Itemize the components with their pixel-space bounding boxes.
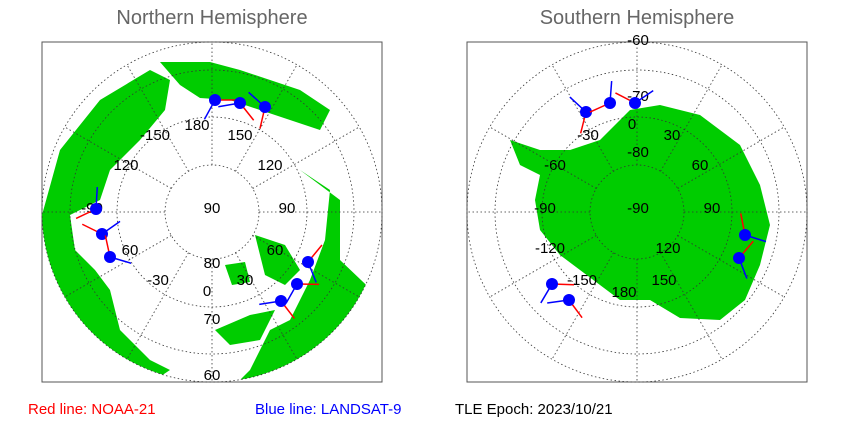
red-legend: Red line: NOAA-21 [28, 401, 156, 418]
graticule-label: 120 [655, 240, 680, 257]
satellite [259, 101, 271, 113]
satellite [209, 94, 221, 106]
graticule-label: 150 [651, 272, 676, 289]
meridian [551, 252, 614, 360]
meridian [64, 235, 172, 298]
graticule-label: 120 [113, 157, 138, 174]
graticule-label: -30 [577, 127, 599, 144]
satellite [733, 252, 745, 264]
graticule-label: 60 [122, 242, 139, 259]
meridian [235, 252, 298, 360]
graticule-label: -90 [627, 200, 649, 217]
satellite [234, 97, 246, 109]
graticule-label: 120 [257, 157, 282, 174]
south-land [510, 105, 770, 320]
meridian [252, 126, 360, 189]
north-title: Northern Hemisphere [116, 7, 307, 29]
satellite [563, 294, 575, 306]
graticule-label: 90 [704, 200, 721, 217]
satellite [275, 295, 287, 307]
satellite [580, 106, 592, 118]
meridian [677, 235, 785, 298]
graticule-label: -80 [627, 144, 649, 161]
graticule-label: -150 [567, 272, 597, 289]
graticule-label: -120 [535, 240, 565, 257]
meridian [489, 126, 597, 189]
graticule-label: 150 [227, 127, 252, 144]
graticule-label: -60 [544, 157, 566, 174]
graticule-label: 80 [204, 255, 221, 272]
graticule-label: 90 [204, 200, 221, 217]
satellite [302, 256, 314, 268]
satellite [104, 251, 116, 263]
satellite [604, 97, 616, 109]
satellite [291, 278, 303, 290]
satellite [90, 203, 102, 215]
graticule-label: 180 [611, 284, 636, 301]
meridian [64, 126, 172, 189]
graticule-label: 60 [267, 242, 284, 259]
meridian [551, 64, 614, 172]
graticule-label: -60 [627, 32, 649, 49]
meridian [660, 64, 723, 172]
meridian [677, 126, 785, 189]
graticule-label: 90 [279, 200, 296, 217]
south-title: Southern Hemisphere [540, 7, 735, 29]
satellite [546, 278, 558, 290]
meridian [660, 252, 723, 360]
graticule-label: 30 [664, 127, 681, 144]
graticule-label: 60 [692, 157, 709, 174]
meridian [489, 235, 597, 298]
graticule-label: 180 [184, 117, 209, 134]
satellite [629, 97, 641, 109]
epoch: TLE Epoch: 2023/10/21 [455, 401, 613, 418]
graticule-label: -90 [534, 200, 556, 217]
graticule-label: 30 [237, 272, 254, 289]
meridian [235, 64, 298, 172]
graticule-label: -30 [147, 272, 169, 289]
blue-legend: Blue line: LANDSAT-9 [255, 401, 401, 418]
meridian [126, 252, 189, 360]
meridian [126, 64, 189, 172]
graticule-label: 0 [203, 283, 211, 300]
graticule-label: 60 [204, 367, 221, 384]
satellite [739, 229, 751, 241]
graticule-label: 0 [628, 116, 636, 133]
graticule-label: -150 [140, 127, 170, 144]
graticule-label: 70 [204, 311, 221, 328]
north-land [42, 62, 382, 382]
